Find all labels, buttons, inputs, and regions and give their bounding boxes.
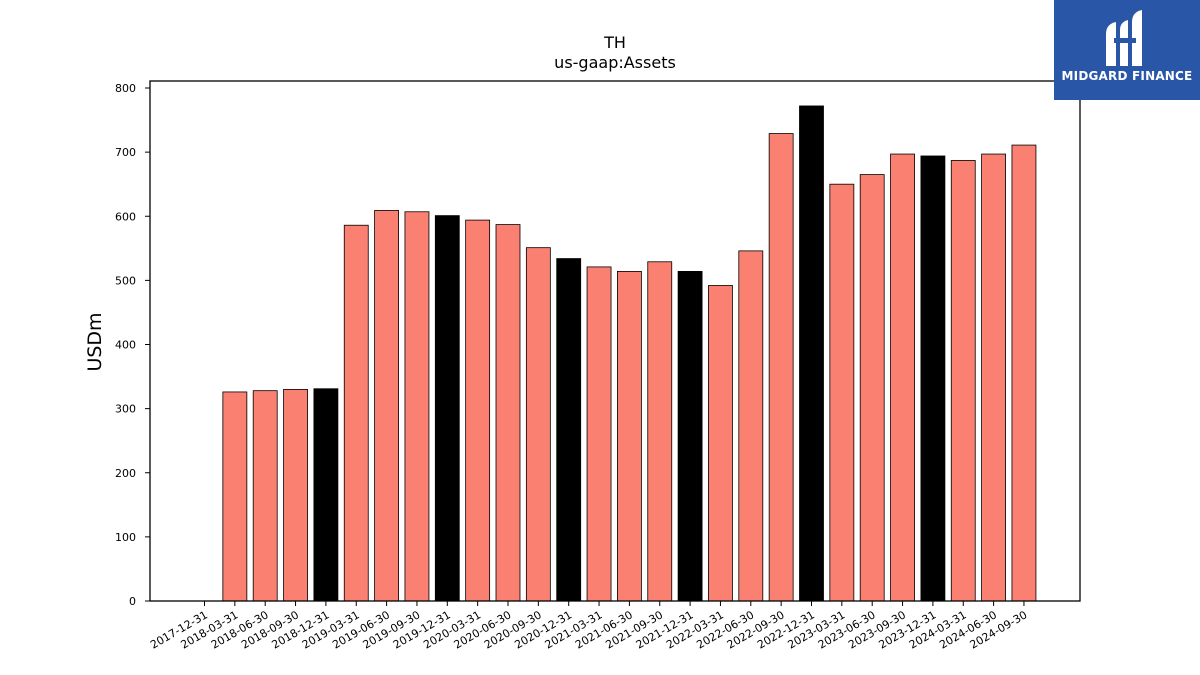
y-axis-ticks: 0 100 200 300 400 500 600 700 800 [115,82,150,608]
bar-2024-03-31 [950,160,976,602]
bar-2018-12-31 [313,388,339,602]
bar-2021-06-30 [617,270,642,602]
chart-subtitle: us-gaap:Assets [554,53,676,72]
bar-2020-06-30 [495,224,521,602]
bar-2023-06-30 [859,174,885,602]
bar-2022-12-31 [799,105,824,602]
bar-2021-03-31 [586,266,612,602]
y-tick-label: 200 [115,467,136,480]
y-tick-label: 700 [115,146,136,159]
bar-2021-09-30 [647,261,673,602]
bar-2024-09-30 [1011,144,1037,602]
bar-2018-03-31 [222,391,248,602]
bars-group [222,105,1037,602]
midgard-finance-logo: MIDGARD FINANCE [1054,0,1200,100]
midgard-logo-mark-icon [1106,10,1142,66]
bar-2019-12-31 [434,215,460,602]
y-axis-label: USDm [84,312,106,371]
x-axis-ticks: 2017-12-312018-03-312018-06-302018-09-30… [148,601,1029,652]
y-tick-label: 800 [115,82,136,95]
bar-2018-09-30 [283,388,308,602]
bar-2020-03-31 [465,219,491,602]
bar-2019-03-31 [343,224,369,602]
bar-2022-03-31 [708,285,733,602]
y-tick-label: 300 [115,403,136,416]
logo-text: MIDGARD FINANCE [1061,69,1193,83]
bar-2019-09-30 [404,211,430,602]
bar-2023-09-30 [890,153,915,602]
y-tick-label: 400 [115,339,136,352]
y-tick-label: 0 [129,595,136,608]
plot-frame [149,80,1081,602]
bar-2023-03-31 [829,183,855,602]
bar-2018-06-30 [252,390,278,602]
chart-title: TH [603,33,626,52]
bar-2019-06-30 [374,210,400,602]
y-tick-label: 500 [115,274,136,287]
bar-2020-09-30 [525,247,551,602]
bar-2022-09-30 [768,133,794,602]
bar-2023-12-31 [920,155,946,602]
y-tick-label: 100 [115,531,136,544]
bar-2020-12-31 [556,258,582,602]
bar-2024-06-30 [981,153,1006,602]
bar-2022-06-30 [738,250,764,602]
y-tick-label: 600 [115,210,136,223]
bar-2021-12-31 [677,270,703,602]
